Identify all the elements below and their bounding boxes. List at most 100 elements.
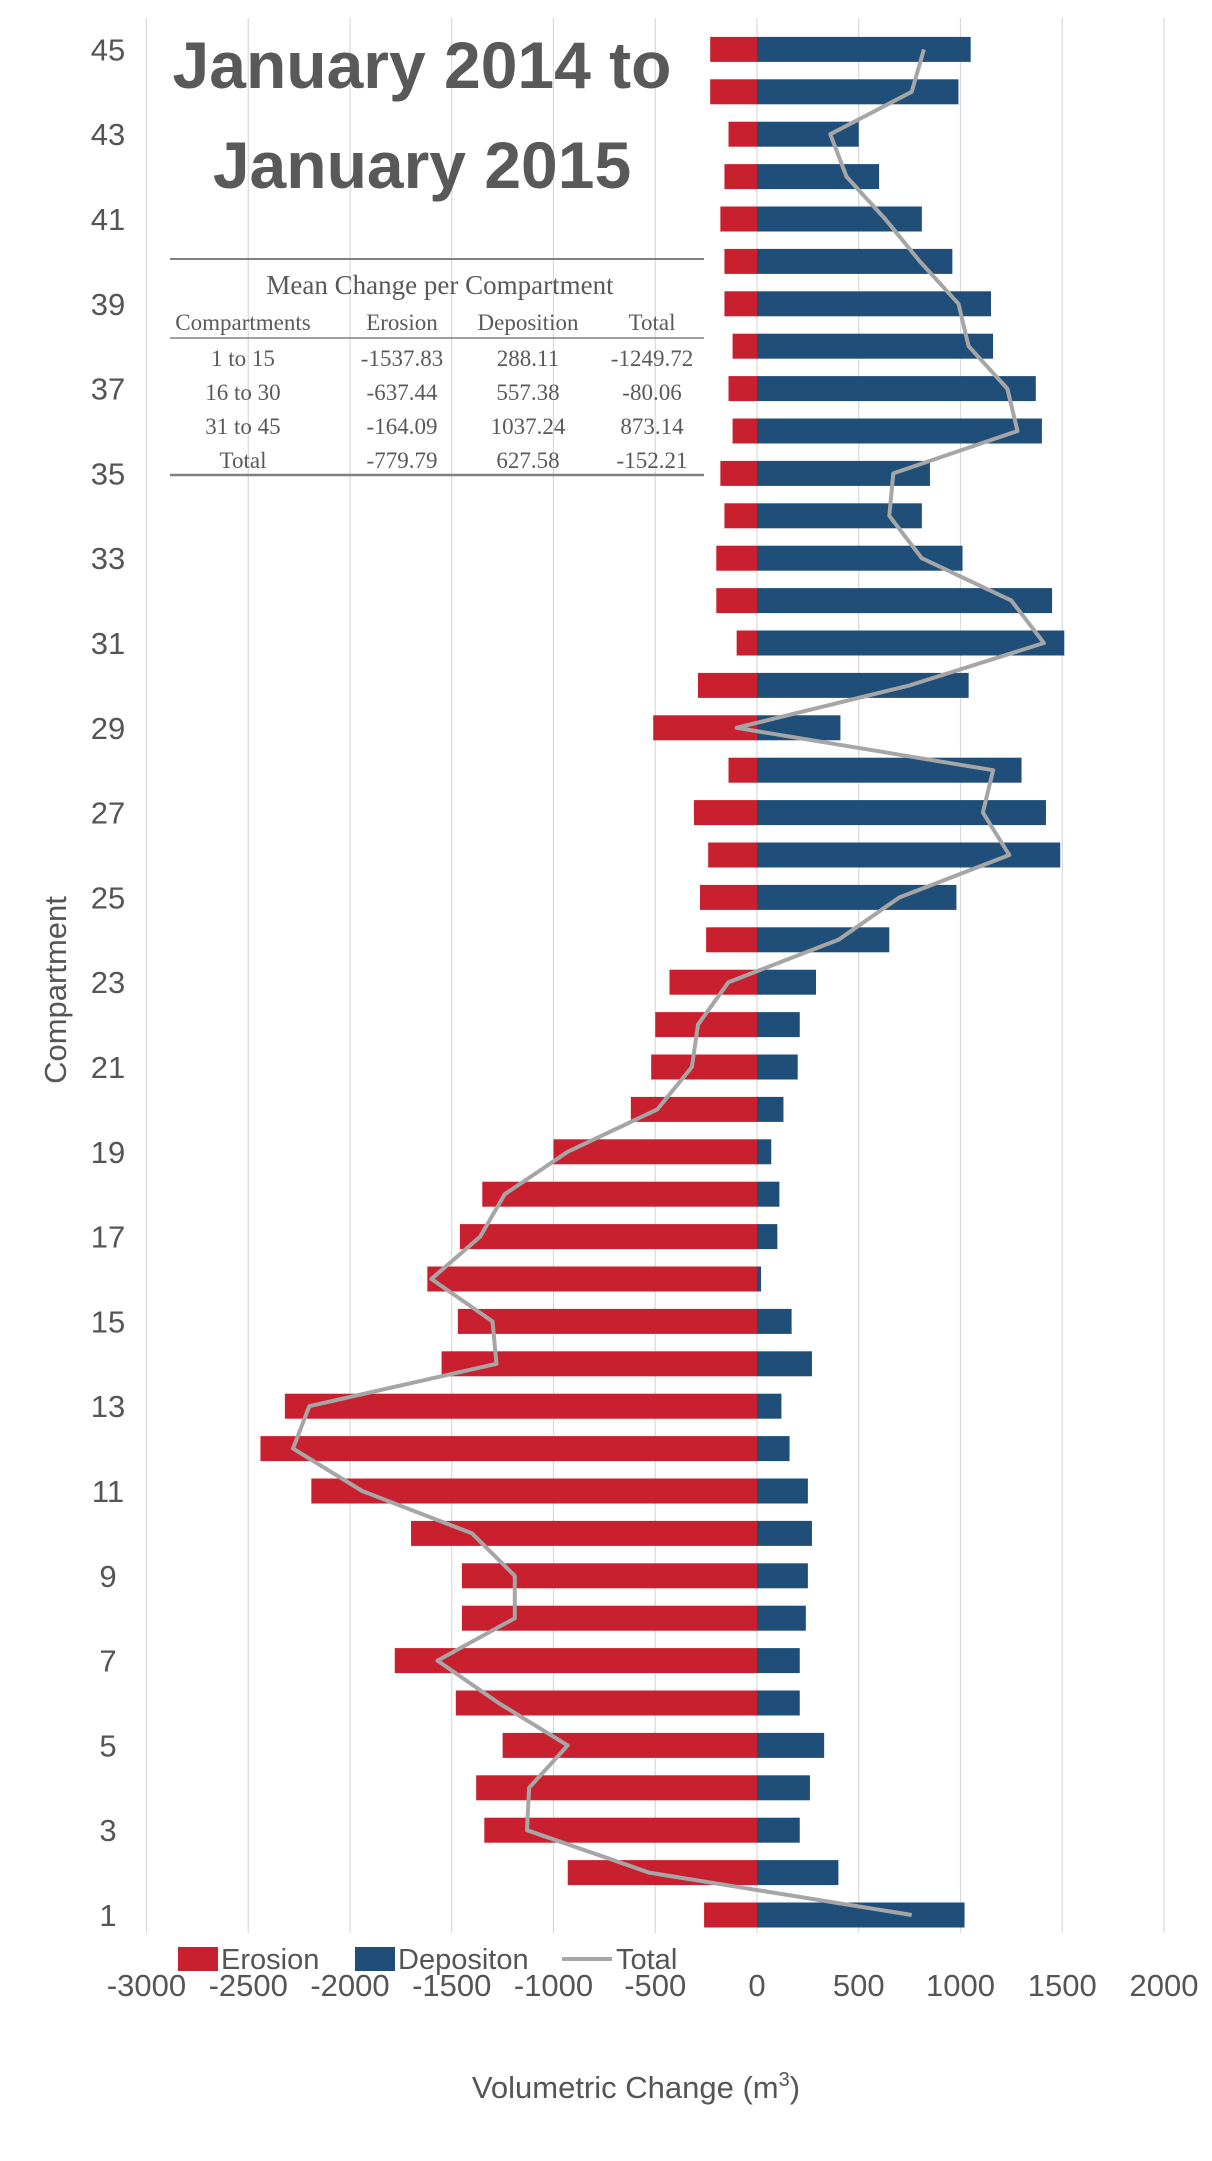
table-cell: -1537.83 (361, 346, 443, 371)
deposition-bar (757, 1054, 798, 1080)
deposition-bar (757, 1139, 772, 1165)
erosion-bar (706, 927, 757, 953)
deposition-bar (757, 376, 1036, 402)
deposition-bar (757, 1393, 782, 1419)
deposition-bar (757, 757, 1022, 783)
erosion-bar (720, 206, 757, 232)
deposition-bar (757, 1308, 792, 1334)
x-tick-label: 1500 (1028, 1968, 1097, 2003)
table-cell: 1 to 15 (211, 346, 275, 371)
deposition-bar (757, 545, 963, 571)
erosion-bar (708, 842, 757, 868)
total-line (291, 48, 1046, 1917)
deposition-bar (757, 1181, 780, 1207)
x-tick-label: -1000 (514, 1968, 593, 2003)
deposition-bar (757, 1096, 784, 1122)
table-cell: -637.44 (367, 380, 438, 405)
legend: Erosion Depositon Total (178, 1944, 677, 1976)
erosion-bar (732, 418, 757, 444)
x-tick-label: 1000 (926, 1968, 995, 2003)
bars (260, 36, 1065, 1928)
table-header-deposition: Deposition (478, 310, 579, 335)
deposition-bar (757, 1224, 778, 1250)
erosion-bar (260, 1436, 757, 1462)
erosion-bar (716, 545, 757, 571)
legend-swatch-deposition (355, 1947, 395, 1971)
table-header-total: Total (629, 310, 676, 335)
deposition-bar (757, 800, 1046, 826)
erosion-bar (567, 1860, 757, 1886)
deposition-bar (757, 1520, 812, 1546)
y-tick-label: 41 (91, 202, 125, 237)
erosion-bar (427, 1266, 757, 1292)
deposition-bar (757, 333, 994, 359)
grid-lines (145, 18, 1165, 1933)
erosion-bar (459, 1224, 757, 1250)
deposition-bar (757, 79, 959, 105)
deposition-bar (757, 1351, 812, 1377)
deposition-bar (757, 206, 922, 232)
deposition-bar (757, 1860, 839, 1886)
chart-title-line-2: January 2015 (213, 128, 631, 202)
erosion-bar (482, 1181, 757, 1207)
deposition-bar (757, 927, 890, 953)
table-cell: 873.14 (620, 414, 684, 439)
deposition-bar (757, 1436, 790, 1462)
erosion-bar (728, 376, 757, 402)
erosion-bar (411, 1520, 757, 1546)
deposition-bar (757, 969, 817, 995)
erosion-bar (461, 1563, 757, 1589)
erosion-bar (311, 1478, 757, 1504)
deposition-bar (757, 460, 930, 486)
table-cell: -164.09 (367, 414, 438, 439)
erosion-bar (724, 291, 757, 317)
x-tick-label: -2500 (209, 1968, 288, 2003)
erosion-bar (736, 630, 757, 656)
y-tick-label: 1 (99, 1898, 116, 1933)
x-tick-label: 0 (748, 1968, 765, 2003)
deposition-bar (757, 588, 1053, 614)
erosion-bar (728, 757, 757, 783)
erosion-bar (710, 79, 757, 105)
table-header-erosion: Erosion (366, 310, 438, 335)
table-caption: Mean Change per Compartment (266, 270, 614, 300)
y-tick-label: 3 (99, 1813, 116, 1848)
table-header-compartments: Compartments (175, 310, 310, 335)
x-tick-label: -1500 (412, 1968, 491, 2003)
chart-title-line-1: January 2014 to (173, 28, 672, 102)
table-body: 1 to 15 -1537.83 288.11 -1249.72 16 to 30 -63… (205, 346, 693, 473)
x-axis-tick-labels: -3000 -2500 -2000 -1500 -1000 -500 0 500 1000 150… (107, 1968, 1199, 2003)
deposition-bar (757, 164, 880, 190)
deposition-bar (757, 1266, 762, 1292)
y-tick-label: 11 (92, 1474, 124, 1509)
erosion-bar (461, 1605, 757, 1631)
total-line-layer (291, 48, 1046, 1917)
x-tick-label: 500 (833, 1968, 885, 2003)
table-cell: 557.38 (496, 380, 559, 405)
y-tick-label: 7 (99, 1644, 116, 1679)
erosion-bar (669, 969, 757, 995)
y-tick-label: 33 (91, 541, 125, 576)
erosion-bar (704, 1902, 757, 1928)
chart-title: January 2014 to January 2015 (173, 28, 672, 202)
deposition-bar (757, 1817, 800, 1843)
erosion-bar (630, 1096, 757, 1122)
y-tick-label: 35 (91, 456, 125, 491)
y-tick-label: 29 (91, 711, 125, 746)
table-cell: -80.06 (622, 380, 681, 405)
deposition-bar (757, 248, 953, 274)
deposition-bar (757, 418, 1042, 444)
erosion-bar (700, 884, 757, 910)
y-tick-label: 17 (91, 1220, 125, 1255)
x-tick-label: 2000 (1130, 1968, 1199, 2003)
table-cell: 288.11 (497, 346, 559, 371)
x-tick-label: -2000 (310, 1968, 389, 2003)
erosion-bar (716, 588, 757, 614)
y-tick-label: 39 (91, 287, 125, 322)
deposition-bar (757, 842, 1061, 868)
erosion-bar (697, 672, 757, 698)
y-tick-label: 27 (91, 796, 125, 831)
erosion-bar (720, 460, 757, 486)
